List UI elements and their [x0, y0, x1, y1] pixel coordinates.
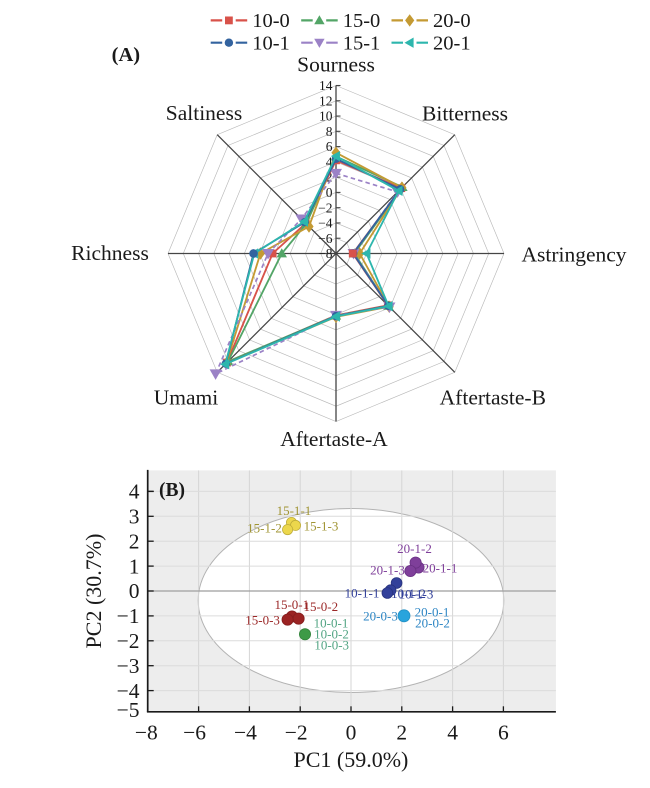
svg-text:−1: −1: [117, 604, 140, 628]
svg-text:10-0-3: 10-0-3: [314, 638, 349, 653]
svg-text:12: 12: [319, 93, 333, 108]
svg-text:−3: −3: [117, 654, 140, 678]
svg-text:Richness: Richness: [71, 241, 149, 265]
svg-text:2: 2: [129, 529, 140, 553]
svg-text:4: 4: [447, 721, 458, 745]
svg-text:20-1: 20-1: [433, 33, 471, 55]
svg-text:20-1-2: 20-1-2: [397, 541, 432, 556]
svg-text:15-1-1: 15-1-1: [277, 503, 312, 518]
svg-text:10-0: 10-0: [252, 10, 290, 32]
svg-text:0: 0: [346, 721, 357, 745]
svg-text:Bitterness: Bitterness: [422, 102, 508, 126]
svg-text:15-1-3: 15-1-3: [304, 518, 339, 533]
svg-text:15-0-1: 15-0-1: [274, 597, 309, 612]
svg-text:(B): (B): [159, 480, 185, 501]
svg-text:10-1-1: 10-1-1: [345, 585, 380, 600]
svg-text:−6: −6: [318, 231, 333, 246]
svg-text:10-1: 10-1: [252, 33, 290, 55]
svg-text:8: 8: [326, 124, 333, 139]
svg-text:1: 1: [129, 554, 140, 578]
svg-text:10-1-2: 10-1-2: [391, 586, 426, 601]
svg-text:15-0: 15-0: [343, 10, 381, 32]
svg-text:20-0-2: 20-0-2: [415, 616, 450, 631]
svg-text:−5: −5: [117, 698, 140, 722]
svg-text:2: 2: [396, 721, 407, 745]
svg-text:−4: −4: [318, 216, 333, 231]
svg-text:20-0-3: 20-0-3: [363, 608, 398, 623]
svg-text:10: 10: [319, 109, 333, 124]
svg-text:4: 4: [326, 154, 333, 169]
svg-text:(A): (A): [112, 44, 140, 66]
svg-text:−4: −4: [234, 721, 257, 745]
svg-text:15-0-3: 15-0-3: [245, 613, 280, 628]
svg-text:PC1 (59.0%): PC1 (59.0%): [293, 747, 408, 772]
svg-text:Astringency: Astringency: [521, 243, 626, 267]
svg-text:−2: −2: [117, 629, 140, 653]
svg-text:3: 3: [129, 505, 140, 529]
svg-text:−4: −4: [117, 679, 140, 703]
svg-text:20-1-1: 20-1-1: [423, 560, 458, 575]
svg-text:10-0-2: 10-0-2: [314, 626, 349, 641]
svg-text:15-1: 15-1: [343, 33, 381, 55]
svg-text:6: 6: [498, 721, 509, 745]
svg-text:0: 0: [326, 185, 333, 200]
svg-text:15-1-2: 15-1-2: [247, 521, 282, 536]
svg-text:−8: −8: [135, 721, 158, 745]
svg-text:20-0-1: 20-0-1: [415, 605, 450, 620]
svg-text:−2: −2: [285, 721, 308, 745]
svg-text:−6: −6: [183, 721, 206, 745]
svg-text:Saltiness: Saltiness: [166, 101, 242, 125]
svg-text:0: 0: [129, 579, 140, 603]
svg-text:20-0: 20-0: [433, 10, 471, 32]
svg-text:20-1-3: 20-1-3: [370, 562, 405, 577]
svg-text:2: 2: [326, 170, 333, 185]
svg-text:15-0-2: 15-0-2: [303, 599, 338, 614]
svg-text:6: 6: [326, 139, 333, 154]
svg-text:Aftertaste-B: Aftertaste-B: [440, 386, 546, 410]
svg-text:PC2 (30.7%): PC2 (30.7%): [81, 534, 106, 649]
svg-text:14: 14: [319, 78, 333, 93]
svg-text:−2: −2: [318, 200, 332, 215]
svg-text:−8: −8: [318, 246, 333, 261]
svg-text:10-1-3: 10-1-3: [399, 586, 434, 601]
svg-text:Umami: Umami: [154, 386, 219, 410]
svg-text:4: 4: [129, 480, 140, 504]
svg-text:Sourness: Sourness: [297, 53, 375, 77]
svg-text:Aftertaste-A: Aftertaste-A: [280, 427, 388, 451]
svg-text:10-0-1: 10-0-1: [314, 615, 349, 630]
